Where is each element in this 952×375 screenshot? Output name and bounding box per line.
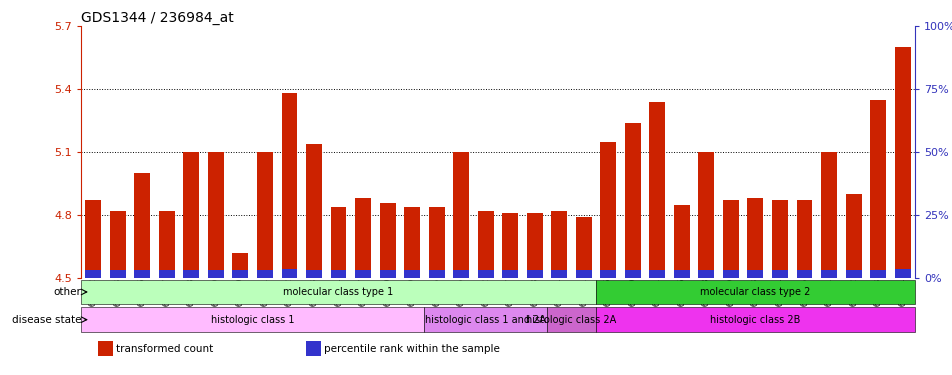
Text: transformed count: transformed count — [116, 344, 213, 354]
Bar — [550, 211, 566, 278]
Bar — [355, 270, 370, 278]
Bar — [771, 270, 787, 278]
Bar — [477, 270, 493, 278]
Bar — [257, 270, 272, 278]
Text: histologic class 1: histologic class 1 — [210, 315, 294, 325]
Bar — [306, 270, 322, 278]
Bar — [869, 270, 885, 278]
FancyBboxPatch shape — [424, 307, 546, 332]
Bar — [232, 270, 248, 278]
Text: percentile rank within the sample: percentile rank within the sample — [324, 344, 500, 354]
Bar — [159, 270, 174, 278]
Bar — [673, 205, 689, 278]
Bar — [86, 270, 101, 278]
Bar — [625, 270, 640, 278]
FancyBboxPatch shape — [546, 307, 595, 332]
Bar — [526, 213, 542, 278]
Bar — [821, 270, 836, 278]
Bar — [821, 152, 836, 278]
Bar — [86, 201, 101, 278]
Bar — [453, 270, 468, 278]
Bar — [869, 100, 885, 278]
Bar — [134, 173, 150, 278]
Bar — [526, 270, 542, 278]
Bar — [746, 270, 763, 278]
Bar — [379, 202, 395, 278]
Bar — [894, 47, 909, 278]
Bar — [673, 270, 689, 278]
Bar — [648, 102, 664, 278]
Text: other: other — [53, 287, 81, 297]
Bar — [330, 270, 347, 278]
Text: GDS1344 / 236984_at: GDS1344 / 236984_at — [81, 11, 233, 25]
Bar — [159, 211, 174, 278]
Bar — [502, 270, 518, 278]
Text: molecular class type 2: molecular class type 2 — [700, 287, 810, 297]
Bar — [134, 270, 150, 278]
Bar — [575, 270, 591, 278]
Bar — [698, 152, 714, 278]
Text: molecular class type 1: molecular class type 1 — [283, 287, 393, 297]
Bar — [746, 198, 763, 278]
Text: disease state: disease state — [11, 315, 81, 325]
Text: histologic class 1 and 2A: histologic class 1 and 2A — [425, 315, 545, 325]
Bar — [208, 270, 224, 278]
Bar — [404, 207, 420, 278]
Bar — [648, 270, 664, 278]
Bar — [208, 152, 224, 278]
Bar — [281, 93, 297, 278]
Text: histologic class 2A: histologic class 2A — [526, 315, 616, 325]
Bar — [723, 201, 738, 278]
Bar — [796, 270, 812, 278]
Bar — [894, 268, 909, 278]
Bar — [625, 123, 640, 278]
Bar — [453, 152, 468, 278]
FancyBboxPatch shape — [595, 279, 914, 304]
Bar — [844, 194, 861, 278]
Bar — [109, 270, 126, 278]
Bar — [306, 341, 321, 356]
Bar — [600, 142, 616, 278]
Bar — [600, 270, 616, 278]
Bar — [428, 270, 445, 278]
Bar — [796, 201, 812, 278]
Bar — [771, 201, 787, 278]
FancyBboxPatch shape — [81, 279, 595, 304]
Bar — [698, 270, 714, 278]
Bar — [477, 211, 493, 278]
Bar — [330, 207, 347, 278]
Bar — [306, 144, 322, 278]
Bar — [355, 198, 370, 278]
Bar — [281, 268, 297, 278]
FancyBboxPatch shape — [595, 307, 914, 332]
Bar — [575, 217, 591, 278]
Bar — [379, 270, 395, 278]
FancyBboxPatch shape — [81, 307, 424, 332]
Bar — [97, 341, 112, 356]
Bar — [232, 253, 248, 278]
Bar — [257, 152, 272, 278]
Bar — [183, 270, 199, 278]
Bar — [109, 211, 126, 278]
Bar — [404, 270, 420, 278]
Bar — [550, 270, 566, 278]
Bar — [723, 270, 738, 278]
Bar — [428, 207, 445, 278]
Bar — [502, 213, 518, 278]
Bar — [844, 270, 861, 278]
Text: histologic class 2B: histologic class 2B — [709, 315, 800, 325]
Bar — [183, 152, 199, 278]
